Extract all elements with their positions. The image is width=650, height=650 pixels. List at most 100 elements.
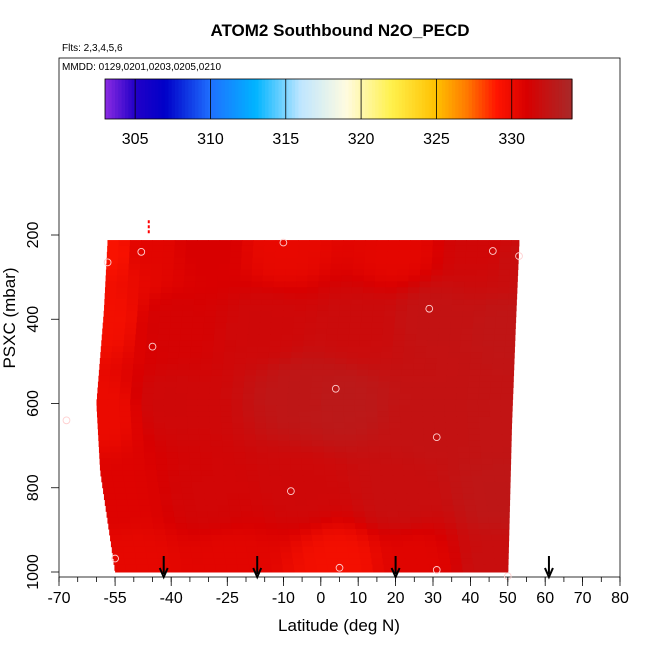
heatmap-cell bbox=[253, 517, 266, 524]
heatmap-cell bbox=[278, 440, 290, 447]
heatmap-cell bbox=[336, 475, 349, 483]
heatmap-cell bbox=[470, 464, 482, 471]
heatmap-cell bbox=[168, 346, 180, 353]
heatmap-cell bbox=[334, 440, 346, 447]
heatmap-cell bbox=[458, 452, 471, 459]
heatmap-cell bbox=[321, 393, 334, 400]
heatmap-cell bbox=[465, 263, 477, 271]
heatmap-cell bbox=[446, 369, 459, 377]
arrow-head bbox=[158, 567, 169, 580]
heatmap-cell bbox=[216, 299, 229, 306]
heatmap-cell bbox=[231, 523, 244, 530]
heatmap-cell bbox=[368, 446, 380, 453]
heatmap-cell bbox=[253, 405, 266, 412]
heatmap-cell bbox=[151, 263, 163, 271]
heatmap-cell bbox=[236, 481, 249, 489]
heatmap-cell bbox=[379, 369, 392, 377]
colorbar-segment bbox=[181, 79, 186, 119]
heatmap-cell bbox=[332, 405, 344, 412]
y-tick-label: 600 bbox=[25, 390, 42, 417]
heatmap-cell bbox=[251, 269, 264, 276]
heatmap-cell bbox=[459, 346, 472, 353]
heatmap-cell bbox=[329, 281, 342, 288]
heatmap-cell bbox=[440, 493, 453, 501]
heatmap-cell bbox=[448, 352, 460, 359]
heatmap-cell bbox=[323, 440, 335, 447]
heatmap-cell bbox=[232, 428, 245, 436]
heatmap-cell bbox=[305, 304, 318, 312]
heatmap-cell bbox=[357, 464, 370, 471]
heatmap-cell bbox=[293, 558, 305, 565]
heatmap-cell bbox=[182, 493, 195, 501]
sample-point bbox=[287, 487, 295, 495]
heatmap-cell bbox=[377, 387, 390, 394]
sample-point bbox=[432, 566, 441, 574]
heatmap-cell bbox=[241, 257, 253, 265]
heatmap-cell bbox=[263, 511, 276, 518]
colorbar-segment bbox=[278, 79, 283, 119]
heatmap-cell bbox=[142, 416, 154, 424]
heatmap-cell bbox=[384, 570, 397, 573]
heatmap-cell bbox=[197, 240, 209, 247]
heatmap-cell bbox=[450, 328, 462, 335]
heatmap-cell bbox=[414, 470, 427, 477]
colorbar-segment bbox=[248, 79, 253, 119]
heatmap-cell bbox=[126, 304, 139, 312]
heatmap-cell bbox=[477, 245, 490, 253]
heatmap-cell bbox=[456, 393, 468, 400]
colorbar-segment bbox=[325, 79, 330, 119]
heatmap-cell bbox=[401, 440, 414, 447]
heatmap-cell bbox=[423, 375, 436, 383]
heatmap-cell bbox=[156, 464, 168, 471]
heatmap-cell bbox=[310, 387, 323, 394]
heatmap-cell bbox=[133, 540, 146, 548]
heatmap-cell bbox=[476, 257, 489, 265]
heatmap-cell bbox=[413, 458, 426, 465]
heatmap-cell bbox=[418, 570, 430, 573]
heatmap-cell bbox=[141, 405, 154, 412]
heatmap-cell bbox=[210, 428, 222, 436]
heatmap-cell bbox=[512, 387, 514, 394]
heatmap-cell bbox=[162, 257, 175, 265]
heatmap-cell bbox=[171, 293, 184, 300]
heatmap-cell bbox=[307, 281, 319, 288]
heatmap-cell bbox=[224, 475, 237, 483]
heatmap-cell bbox=[321, 405, 333, 412]
colorbar-segment bbox=[368, 79, 373, 119]
heatmap-cell bbox=[237, 487, 250, 495]
heatmap-cell bbox=[98, 375, 111, 383]
heatmap-cell bbox=[420, 511, 433, 518]
colorbar-segment bbox=[281, 79, 286, 119]
heatmap-cell bbox=[447, 452, 459, 459]
heatmap-cell bbox=[138, 299, 150, 306]
colorbar-segment bbox=[115, 79, 119, 119]
heatmap-cell bbox=[212, 352, 225, 359]
heatmap-cell bbox=[377, 393, 390, 400]
heatmap-cell bbox=[357, 358, 370, 365]
heatmap-cell bbox=[396, 287, 409, 294]
heatmap-cell bbox=[380, 470, 393, 477]
heatmap-cell bbox=[243, 428, 256, 436]
heatmap-cell bbox=[157, 552, 170, 560]
heatmap-cell bbox=[169, 328, 182, 335]
heatmap-cell bbox=[198, 523, 210, 530]
heatmap-cell bbox=[480, 446, 493, 453]
colorbar-segment bbox=[195, 79, 199, 119]
heatmap-cell bbox=[256, 458, 269, 465]
heatmap-cell bbox=[315, 558, 328, 565]
heatmap-cell bbox=[108, 422, 121, 430]
heatmap-cell bbox=[178, 540, 190, 548]
heatmap-cell bbox=[151, 251, 164, 259]
heatmap-cell bbox=[179, 340, 192, 347]
heatmap-cell bbox=[194, 499, 207, 506]
heatmap-cell bbox=[378, 428, 391, 436]
colorbar-segment bbox=[518, 79, 523, 119]
heatmap-cell bbox=[345, 440, 358, 447]
heatmap-cell bbox=[435, 446, 448, 453]
heatmap-cell bbox=[387, 245, 400, 253]
heatmap-cell bbox=[255, 428, 267, 436]
heatmap-cell bbox=[222, 363, 235, 371]
heatmap-cell bbox=[246, 546, 259, 554]
heatmap-cell bbox=[314, 334, 327, 341]
heatmap-cell bbox=[421, 517, 434, 524]
